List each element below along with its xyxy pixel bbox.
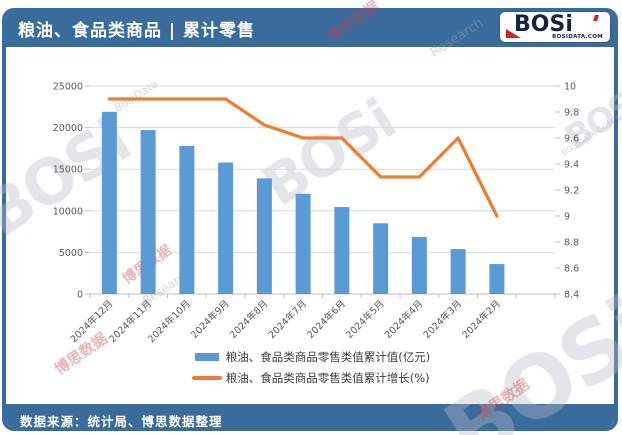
left-axis-tick-label: 20000 [53,123,83,134]
bar-2024年5月 [373,223,389,294]
right-axis-tick-label: 9.6 [564,134,579,145]
bar-2024年10月 [179,145,195,294]
right-axis-tick-label: 9.4 [564,160,579,171]
right-axis-tick-label: 8.8 [564,238,579,249]
legend-line-swatch-icon [191,376,222,380]
data-source-note: 数据来源：统计局、博思数据整理 [20,414,223,429]
bosi-logo-text: BOSi [514,12,573,37]
bar-2024年9月 [218,162,234,294]
x-axis-category-label: 2024年9月 [188,298,231,341]
bar-2024年11月 [140,130,156,294]
legend-item-line-series: 粮油、食品类商品零售类值累计增长(%) [191,371,430,385]
x-axis-category-label: 2024年2月 [460,298,503,341]
bar-2024年7月 [295,193,311,294]
x-axis-category-label: 2024年3月 [421,298,464,341]
legend-bar-swatch-icon [192,353,222,361]
x-axis-category-label: 2024年7月 [266,298,309,341]
left-axis-tick-label: 0 [77,290,83,301]
growth-line [107,97,499,218]
right-axis-tick-label: 9 [564,212,570,223]
bosi-logo: BOSi BOSIDATA.COM [500,12,610,42]
bar-2024年2月 [489,264,505,294]
right-axis-tick-label: 9.8 [564,108,579,119]
left-axis-tick-label: 15000 [53,165,83,176]
bar-2024年4月 [411,237,427,294]
right-axis-tick-label: 8.6 [564,264,579,275]
bar-2024年12月 [101,111,117,295]
legend-label: 粮油、食品类商品零售类值累计增长(%) [225,371,430,385]
chart-legend: 粮油、食品类商品零售类值累计值(亿元) 粮油、食品类商品零售类值累计增长(%) [0,350,622,385]
bar-2024年8月 [256,178,272,294]
x-axis-category-label: 2024年5月 [343,298,386,341]
right-axis-tick-label: 10 [564,82,576,93]
bar-2024年6月 [334,207,350,294]
bar-2024年3月 [450,249,466,294]
bosi-logo-accent-icon [593,15,599,21]
right-axis-tick-label: 9.2 [564,186,579,197]
legend-label: 粮油、食品类商品零售类值累计值(亿元) [225,350,431,364]
x-axis-category-label: 2024年4月 [382,298,425,341]
bosi-logo-triangle-icon [506,29,521,38]
x-axis-category-label: 2024年8月 [227,298,270,341]
bosi-logo-domain: BOSIDATA.COM [552,34,603,40]
left-axis-tick-label: 25000 [53,82,83,93]
x-axis-category-label: 2024年6月 [305,298,348,341]
page-title: 粮油、食品类商品 | 累计零售 [18,21,256,41]
left-axis-tick-label: 5000 [59,248,83,259]
right-axis-tick-label: 8.4 [564,290,579,301]
left-axis-tick-label: 10000 [53,206,83,217]
legend-item-bar-series: 粮油、食品类商品零售类值累计值(亿元) [192,350,430,364]
footer-bar [6,404,614,427]
